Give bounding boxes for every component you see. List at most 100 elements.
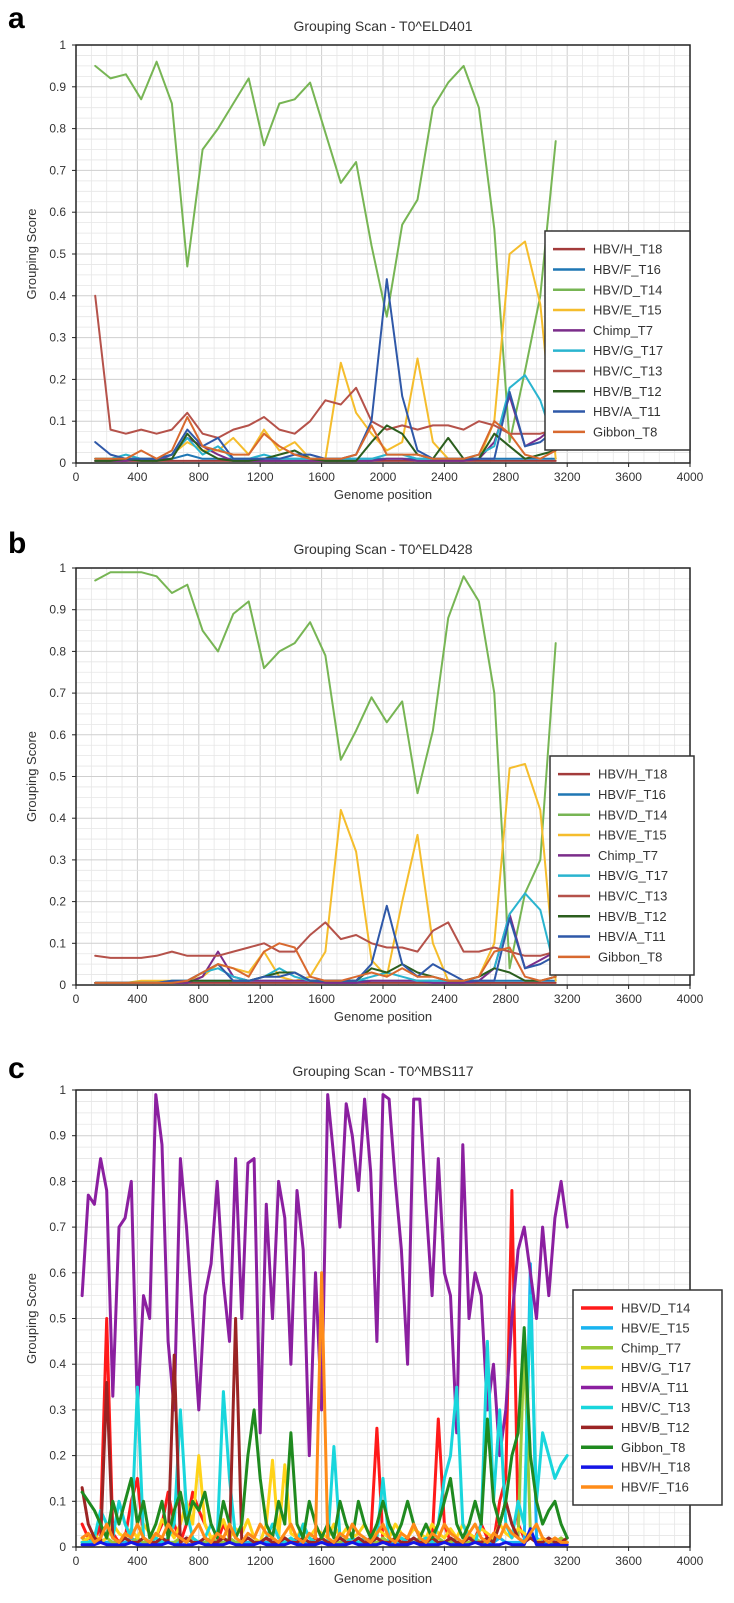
series-line-hbv-d-t14	[94, 60, 557, 444]
x-tick-label: 1200	[247, 992, 274, 1006]
y-tick-label: 0.5	[49, 247, 66, 261]
chart-title: Grouping Scan - T0^ELD401	[293, 18, 472, 34]
chart-b: 0 400 800 1200 1600 2000 2400 2800 3200 3600 4000 0…	[24, 541, 704, 1024]
legend-label-hbv-f-t16: HBV/F_T16	[598, 787, 666, 802]
legend-label-hbv-c-t13: HBV/C_T13	[593, 363, 662, 378]
y-tick-label: 0.7	[49, 686, 66, 700]
x-tick-label: 3200	[554, 992, 581, 1006]
legend-label-hbv-e-t15: HBV/E_T15	[598, 828, 667, 843]
series-line-hbv-c-t13	[94, 294, 557, 439]
legend-label-hbv-c-t13: HBV/C_T13	[621, 1400, 690, 1415]
legend-label-gibbon-t8: Gibbon_T8	[598, 949, 662, 964]
panel-letter-b: b	[8, 527, 27, 560]
x-tick-label: 1200	[247, 1554, 274, 1568]
legend-label-hbv-g-t17: HBV/G_T17	[621, 1360, 691, 1375]
chart-c: 0 400 800 1200 1600 2000 2400 2800 3200 3600 4000 0…	[24, 1063, 723, 1586]
x-tick-label: 3200	[554, 470, 581, 484]
y-tick-label: 1	[59, 1083, 66, 1097]
y-tick-label: 0.9	[49, 80, 66, 94]
y-tick-label: 0.1	[49, 414, 66, 428]
legend-label-gibbon-t8: Gibbon_T8	[593, 424, 657, 439]
series-line-hbv-d-t14	[94, 571, 557, 970]
x-tick-label: 0	[73, 992, 80, 1006]
y-tick-label: 0.4	[49, 1357, 66, 1371]
legend-label-hbv-h-t18: HBV/H_T18	[621, 1460, 690, 1475]
y-tick-label: 0.1	[49, 936, 66, 950]
series-line-hbv-f-t16	[80, 1271, 569, 1544]
y-tick-label: 0.6	[49, 205, 66, 219]
panel-b: b 0 400 800 1200 1600 2000 2400 2800 3200 3600 400…	[0, 525, 734, 1037]
y-tick-label: 0.7	[49, 163, 66, 177]
y-tick-label: 0.8	[49, 644, 66, 658]
y-tick-label: 0.1	[49, 1494, 66, 1508]
series-lines	[80, 1093, 569, 1547]
x-tick-label: 400	[127, 470, 147, 484]
y-tick-label: 0	[59, 978, 66, 992]
x-tick-label: 0	[73, 470, 80, 484]
y-tick-label: 0.4	[49, 811, 66, 825]
legend: HBV/H_T18 HBV/F_T16 HBV/D_T14 HBV/E_T15 Chim…	[549, 755, 695, 976]
legend-label-hbv-g-t17: HBV/G_T17	[598, 868, 668, 883]
series-line-hbv-g-t17	[80, 1454, 569, 1544]
y-tick-label: 0.8	[49, 122, 66, 136]
legend-label-hbv-a-t11: HBV/A_T11	[593, 404, 661, 419]
x-axis-label: Genome position	[334, 1009, 432, 1024]
x-tick-label: 3600	[615, 470, 642, 484]
legend-box	[549, 755, 695, 976]
x-axis-label: Genome position	[334, 1571, 432, 1586]
y-axis-label: Grouping Score	[24, 1273, 39, 1364]
y-tick-label: 0	[59, 1540, 66, 1554]
legend-label-hbv-d-t14: HBV/D_T14	[598, 807, 667, 822]
series-lines	[94, 571, 557, 984]
legend-label-chimp-t7: Chimp_T7	[593, 323, 653, 338]
series-line-gibbon-t8	[94, 942, 557, 984]
x-tick-label: 2000	[370, 992, 397, 1006]
x-tick-label: 3200	[554, 1554, 581, 1568]
x-tick-label: 2400	[431, 992, 458, 1006]
x-tick-label: 2400	[431, 470, 458, 484]
x-tick-label: 400	[127, 1554, 147, 1568]
y-axis-label: Grouping Score	[24, 208, 39, 299]
y-tick-label: 0.7	[49, 1220, 66, 1234]
x-tick-label: 3600	[615, 992, 642, 1006]
y-tick-label: 0.3	[49, 331, 66, 345]
x-tick-label: 1600	[308, 992, 335, 1006]
y-tick-label: 0.5	[49, 770, 66, 784]
x-tick-label: 2000	[370, 1554, 397, 1568]
chart-title: Grouping Scan - T0^ELD428	[293, 541, 472, 557]
x-tick-label: 2800	[492, 470, 519, 484]
legend-label-hbv-a-t11: HBV/A_T11	[621, 1380, 689, 1395]
legend-label-hbv-b-t12: HBV/B_T12	[598, 909, 667, 924]
legend-label-hbv-f-t16: HBV/F_T16	[621, 1480, 689, 1495]
legend: HBV/H_T18 HBV/F_T16 HBV/D_T14 HBV/E_T15 Chim…	[544, 230, 691, 451]
x-tick-label: 800	[189, 1554, 209, 1568]
x-tick-label: 4000	[677, 992, 704, 1006]
panel-c: c 0 400 800 1200 1600 2000 2400 2800 3200 3600 400…	[0, 1050, 734, 1603]
series-lines	[94, 60, 557, 462]
series-line-hbv-h-t18	[80, 1527, 569, 1547]
y-tick-label: 0.9	[49, 1129, 66, 1143]
x-tick-label: 2400	[431, 1554, 458, 1568]
legend-label-hbv-g-t17: HBV/G_T17	[593, 343, 663, 358]
x-tick-label: 1200	[247, 470, 274, 484]
x-tick-label: 4000	[677, 1554, 704, 1568]
legend-label-hbv-a-t11: HBV/A_T11	[598, 929, 666, 944]
y-tick-label: 0.5	[49, 1312, 66, 1326]
legend-label-hbv-d-t14: HBV/D_T14	[621, 1300, 690, 1315]
x-tick-label: 4000	[677, 470, 704, 484]
y-tick-label: 0.2	[49, 895, 66, 909]
panel-letter-c: c	[8, 1052, 25, 1085]
y-tick-label: 0.4	[49, 289, 66, 303]
legend-label-chimp-t7: Chimp_T7	[598, 848, 658, 863]
legend: HBV/D_T14 HBV/E_T15 Chimp_T7 HBV/G_T17 HBV/A…	[572, 1289, 723, 1506]
chart-a: 0 400 800 1200 1600 2000 2400 2800 3200 3600 4000 0…	[24, 18, 704, 502]
x-tick-label: 3600	[615, 1554, 642, 1568]
x-axis-label: Genome position	[334, 487, 432, 502]
legend-label-hbv-e-t15: HBV/E_T15	[593, 303, 662, 318]
legend-label-gibbon-t8: Gibbon_T8	[621, 1440, 685, 1455]
legend-box	[572, 1289, 723, 1506]
legend-label-hbv-d-t14: HBV/D_T14	[593, 282, 662, 297]
x-tick-label: 0	[73, 1554, 80, 1568]
y-tick-label: 0.9	[49, 603, 66, 617]
x-tick-label: 1600	[308, 470, 335, 484]
